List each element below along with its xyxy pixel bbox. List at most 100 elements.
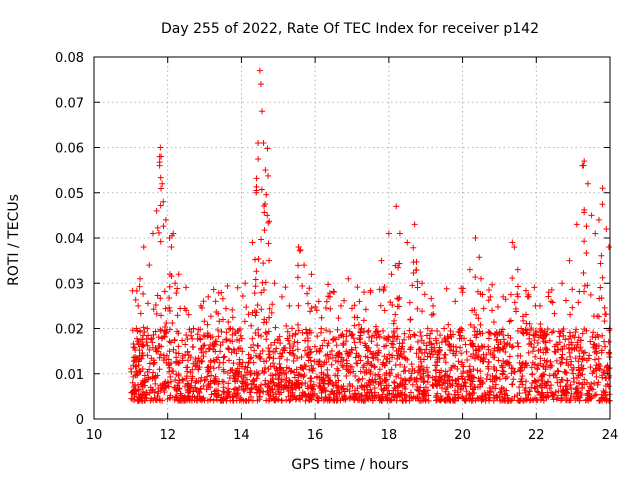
data-point <box>227 367 234 374</box>
data-point <box>392 385 399 392</box>
data-point <box>553 357 560 364</box>
data-point <box>590 312 597 319</box>
data-point <box>223 336 230 343</box>
data-point <box>356 298 363 305</box>
data-point <box>238 383 245 390</box>
data-point <box>182 383 189 390</box>
data-point <box>460 382 467 389</box>
data-point <box>266 257 273 264</box>
data-point <box>417 329 424 336</box>
data-point <box>233 391 240 398</box>
data-point <box>509 381 516 388</box>
data-point <box>201 342 208 349</box>
data-point <box>267 392 274 399</box>
data-point <box>537 396 544 403</box>
data-point <box>263 191 270 198</box>
data-point <box>419 280 426 287</box>
data-point <box>452 344 459 350</box>
data-point <box>279 350 286 357</box>
data-point <box>140 342 147 349</box>
data-point <box>599 274 606 281</box>
data-point <box>340 333 347 340</box>
data-point <box>253 268 260 275</box>
data-point <box>146 390 153 397</box>
data-point <box>252 276 259 283</box>
data-point <box>560 388 567 395</box>
data-point <box>284 328 291 335</box>
data-point <box>146 346 153 353</box>
data-point <box>420 373 427 380</box>
data-point <box>372 323 379 330</box>
data-point <box>531 361 538 368</box>
data-point <box>315 358 322 365</box>
data-point <box>569 304 576 311</box>
data-point <box>584 282 591 289</box>
data-point <box>534 339 541 346</box>
data-point <box>181 393 188 400</box>
data-point <box>314 333 321 340</box>
data-point <box>407 389 414 396</box>
data-point <box>255 139 262 146</box>
data-point <box>514 266 521 273</box>
data-point <box>132 353 139 360</box>
data-point <box>525 392 532 399</box>
data-point <box>247 344 254 351</box>
data-point <box>295 302 302 309</box>
data-point <box>248 354 255 361</box>
data-point <box>472 347 479 354</box>
data-point <box>192 358 199 365</box>
data-point <box>207 357 214 364</box>
data-point <box>473 311 480 318</box>
data-point <box>483 351 490 358</box>
data-point <box>346 394 353 401</box>
data-point <box>179 376 186 383</box>
data-point <box>351 302 358 309</box>
data-point <box>486 286 493 293</box>
data-point <box>139 341 146 348</box>
data-point <box>385 230 392 237</box>
data-point <box>528 364 535 371</box>
data-point <box>383 370 390 377</box>
data-point <box>325 355 332 362</box>
data-point <box>161 389 168 396</box>
data-point <box>269 301 276 308</box>
data-point <box>145 332 152 339</box>
data-point <box>305 357 312 364</box>
data-point <box>282 284 289 291</box>
data-point <box>519 381 526 388</box>
data-point <box>343 372 350 379</box>
data-point <box>135 339 142 346</box>
data-point <box>261 358 268 365</box>
data-point <box>242 372 249 379</box>
data-point <box>185 392 192 399</box>
data-point <box>601 304 608 311</box>
data-point <box>265 240 272 247</box>
data-point <box>518 375 525 382</box>
data-point <box>327 305 334 312</box>
data-point <box>200 353 207 360</box>
data-point <box>400 336 407 343</box>
data-point <box>297 364 304 371</box>
data-point <box>421 377 428 384</box>
data-point <box>470 385 477 392</box>
data-point <box>579 365 586 372</box>
data-point <box>336 350 343 357</box>
data-point <box>588 393 595 400</box>
data-point <box>544 346 551 353</box>
data-point <box>401 391 408 398</box>
data-point <box>351 314 358 321</box>
data-point <box>425 369 431 376</box>
data-point <box>525 293 532 300</box>
data-point <box>546 385 553 392</box>
data-point <box>264 212 271 219</box>
data-point <box>295 262 302 269</box>
data-point <box>561 343 568 350</box>
data-point <box>575 358 582 365</box>
data-point <box>445 342 452 349</box>
data-point <box>318 394 325 401</box>
data-point <box>247 393 254 400</box>
data-point <box>311 343 318 350</box>
data-point <box>322 304 329 311</box>
data-point <box>395 346 402 353</box>
data-point <box>260 388 267 395</box>
